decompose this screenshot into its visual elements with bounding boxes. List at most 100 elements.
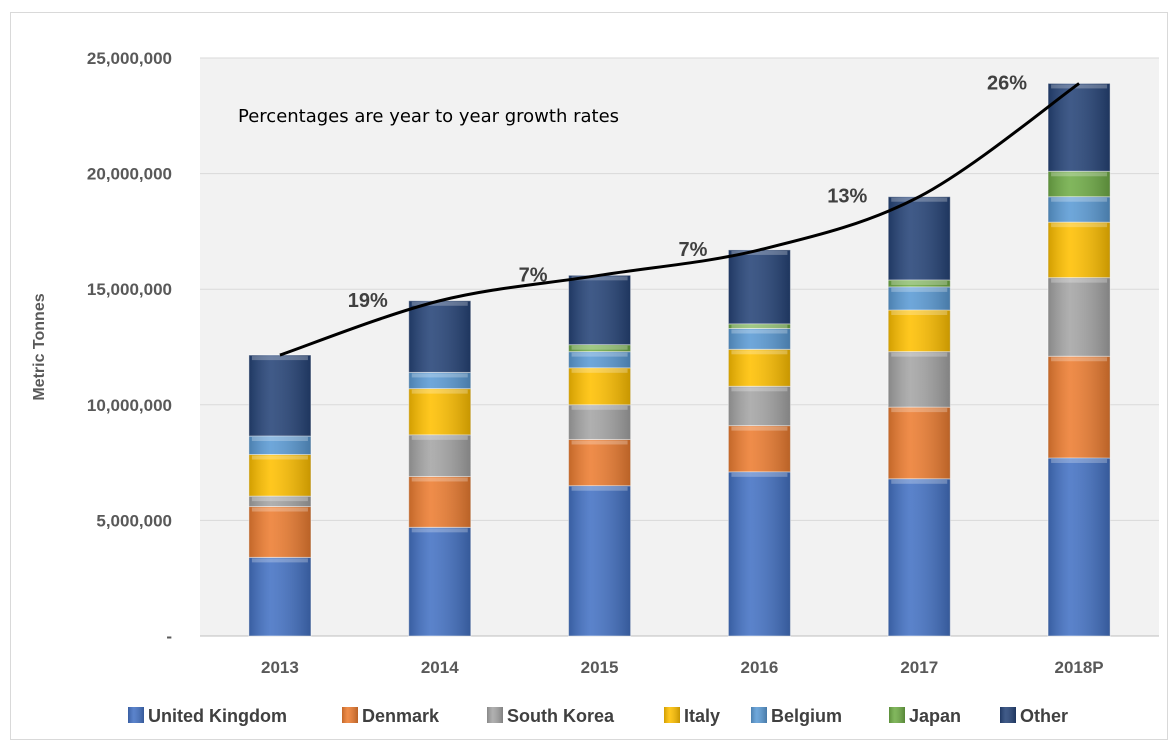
bar-segment-highlight [731, 350, 788, 355]
x-tick-label: 2018P [1054, 658, 1103, 677]
legend-swatch-shading [342, 707, 358, 723]
legend-label: Denmark [362, 706, 440, 726]
bar-segment-highlight [891, 287, 948, 292]
legend-swatch-shading [487, 707, 503, 723]
bar-segment-highlight [891, 479, 948, 484]
bar-segment-shading [728, 323, 791, 329]
bar-segment-shading [568, 275, 631, 345]
bar-segment-highlight [1051, 172, 1108, 177]
bar-segment-highlight [571, 368, 628, 373]
bar-segment-shading [248, 355, 311, 437]
bar-segment-highlight [571, 486, 628, 491]
bar-segment-shading [888, 196, 951, 280]
bar-segment-highlight [251, 497, 308, 502]
bar-segment-highlight [1051, 197, 1108, 202]
legend-label: Other [1020, 706, 1068, 726]
bar-segment-highlight [891, 408, 948, 413]
x-tick-label: 2014 [421, 658, 459, 677]
x-tick-label: 2013 [261, 658, 299, 677]
y-axis-ticks: - 5,000,000 10,000,000 15,000,000 20,000,000… [87, 49, 172, 646]
bar-segment-shading [1048, 83, 1111, 172]
y-tick-label: 15,000,000 [87, 280, 172, 299]
bar-segment-highlight [731, 387, 788, 392]
legend-label: South Korea [507, 706, 615, 726]
bar-segment-highlight [891, 311, 948, 316]
growth-rate-label: 13% [827, 186, 867, 208]
bars [248, 82, 1111, 637]
bar-segment-highlight [1051, 223, 1108, 228]
bar-segment-shading [1048, 222, 1111, 278]
bar-segment-shading [248, 496, 311, 507]
legend-swatch-shading [751, 707, 767, 723]
growth-rate-label: 7% [519, 264, 548, 286]
growth-rate-label: 26% [987, 72, 1027, 94]
bar-segment-highlight [1051, 278, 1108, 283]
bar-segment-shading [248, 454, 311, 497]
bar-segment-highlight [891, 352, 948, 357]
y-tick-label: 20,000,000 [87, 165, 172, 184]
bar-segment-shading [888, 351, 951, 408]
bar-segment-highlight [251, 356, 308, 361]
bar-segment-shading [568, 439, 631, 486]
bar-segment-shading [728, 471, 791, 636]
bar-segment-shading [888, 407, 951, 479]
legend-label: Belgium [771, 706, 842, 726]
bar-segment-shading [728, 425, 791, 472]
trend-line [279, 82, 1080, 357]
bar-segment-highlight [571, 352, 628, 357]
x-tick-label: 2017 [900, 658, 938, 677]
bar-segment-shading [248, 506, 311, 558]
bar-segment-shading [568, 367, 631, 405]
bar-segment-shading [888, 310, 951, 352]
x-tick-label: 2016 [741, 658, 779, 677]
bar-segment-shading [568, 344, 631, 352]
bar-segment-shading [248, 436, 311, 455]
bar-segment-highlight [891, 197, 948, 202]
bar-segment-shading [568, 351, 631, 368]
chart-frame [10, 12, 1168, 740]
y-tick-label: 5,000,000 [96, 511, 172, 530]
bar-segment-shading [728, 249, 791, 324]
bar-segment-shading [248, 557, 311, 636]
x-axis-ticks: 2013 2014 2015 2016 2017 2018P [261, 658, 1104, 677]
bar-segment-highlight [731, 250, 788, 255]
bar-segment-highlight [251, 437, 308, 442]
bar-segment-highlight [411, 528, 468, 533]
growth-rate-label: 7% [679, 239, 708, 261]
y-tick-label: 25,000,000 [87, 49, 172, 68]
legend-swatch-shading [889, 707, 905, 723]
bar-segment-shading [1048, 457, 1111, 636]
legend: United Kingdom Denmark South Korea Italy Bel… [128, 706, 1068, 726]
bar-segment-shading [408, 476, 471, 528]
bar-segment-shading [408, 372, 471, 389]
growth-labels: 19% 7% 7% 13% 26% [348, 72, 1028, 311]
bar-segment-highlight [411, 477, 468, 482]
legend-label: Japan [909, 706, 961, 726]
y-tick-label: - [166, 627, 172, 646]
bar-segment-shading [1048, 196, 1111, 223]
bar-segment-shading [408, 388, 471, 435]
bar-segment-shading [408, 527, 471, 636]
legend-swatch-shading [128, 707, 144, 723]
bar-segment-highlight [891, 280, 948, 285]
bar-segment-highlight [411, 435, 468, 440]
bar-segment-highlight [411, 373, 468, 378]
legend-label: Italy [684, 706, 720, 726]
y-axis-label: Metric Tonnes [31, 293, 48, 400]
legend-swatch-shading [664, 707, 680, 723]
bar-segment-highlight [571, 440, 628, 445]
bar-segment-highlight [1051, 357, 1108, 362]
bar-segment-shading [888, 279, 951, 287]
x-tick-label: 2015 [581, 658, 619, 677]
chart-annotation: Percentages are year to year growth rate… [238, 106, 619, 127]
bar-segment-highlight [731, 324, 788, 329]
bar-segment-highlight [571, 276, 628, 281]
bar-segment-highlight [411, 301, 468, 306]
bar-segment-shading [728, 386, 791, 426]
bar-segment-highlight [731, 426, 788, 431]
bar-segment-highlight [251, 558, 308, 563]
bar-segment-shading [728, 328, 791, 350]
bar-segment-shading [1048, 356, 1111, 458]
bar-segment-shading [408, 300, 471, 373]
